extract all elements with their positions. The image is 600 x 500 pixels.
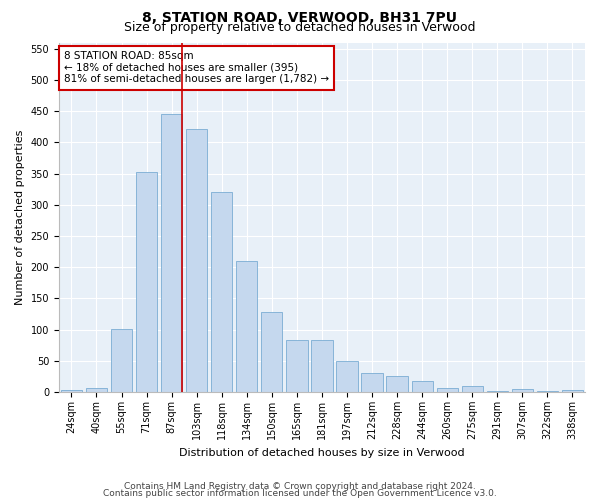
Bar [437,388,458,392]
Text: Size of property relative to detached houses in Verwood: Size of property relative to detached ho… [124,21,476,34]
X-axis label: Distribution of detached houses by size in Verwood: Distribution of detached houses by size … [179,448,465,458]
Bar [461,386,483,392]
Bar [512,389,533,392]
Bar [161,114,182,392]
Bar [136,172,157,392]
Bar [261,312,283,392]
Bar [311,340,332,392]
Text: 8 STATION ROAD: 85sqm
← 18% of detached houses are smaller (395)
81% of semi-det: 8 STATION ROAD: 85sqm ← 18% of detached … [64,51,329,84]
Text: Contains HM Land Registry data © Crown copyright and database right 2024.: Contains HM Land Registry data © Crown c… [124,482,476,491]
Text: 8, STATION ROAD, VERWOOD, BH31 7PU: 8, STATION ROAD, VERWOOD, BH31 7PU [143,11,458,25]
Bar [562,390,583,392]
Bar [186,128,208,392]
Text: Contains public sector information licensed under the Open Government Licence v3: Contains public sector information licen… [103,489,497,498]
Bar [361,374,383,392]
Bar [236,261,257,392]
Bar [61,390,82,392]
Bar [386,376,408,392]
Bar [111,329,132,392]
Bar [286,340,308,392]
Bar [86,388,107,392]
Bar [337,362,358,392]
Bar [211,192,232,392]
Y-axis label: Number of detached properties: Number of detached properties [15,130,25,305]
Bar [412,381,433,392]
